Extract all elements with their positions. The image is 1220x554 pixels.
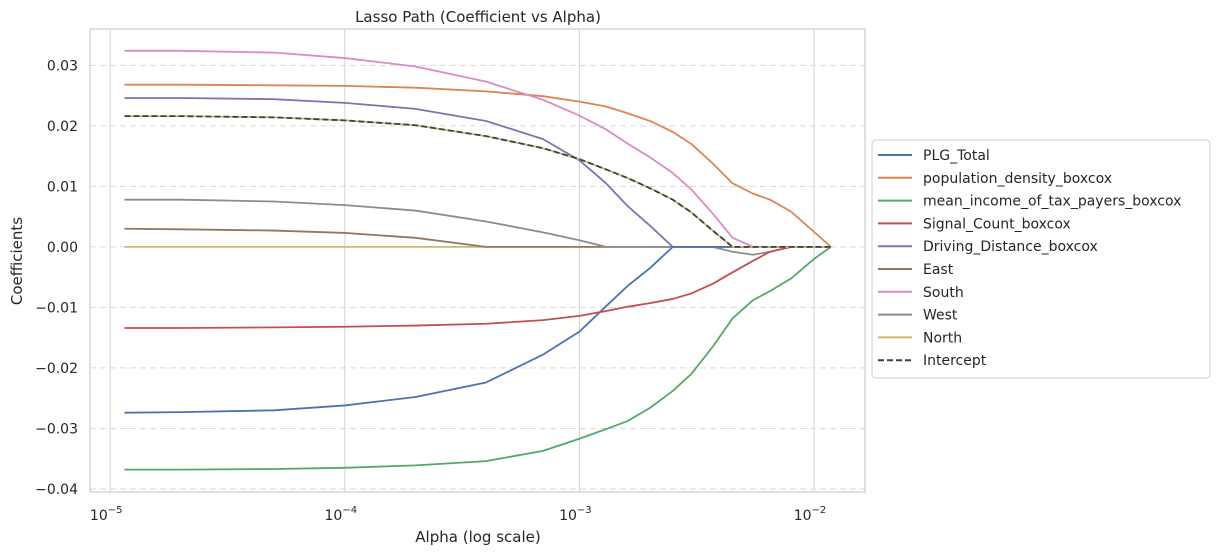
x-tick-exponent: −4 [342,505,357,516]
x-tick-base: 10 [559,508,577,524]
x-tick-base: 10 [325,508,343,524]
legend-label: Signal_Count_boxcox [923,216,1071,232]
legend-label: Driving_Distance_boxcox [923,239,1098,255]
legend-item-signal-count-boxcox: Signal_Count_boxcox [878,216,1071,232]
y-tick-label: −0.02 [35,361,78,377]
series-line-signal-count-boxcox [124,245,831,329]
legend-item-mean-income-of-tax-payers-boxcox: mean_income_of_tax_payers_boxcox [878,194,1181,210]
x-tick-label: 10−4 [325,505,358,524]
x-tick-exponent: −5 [108,505,123,516]
plot-background [90,29,865,492]
y-tick-label: 0.02 [47,119,78,135]
x-tick-exponent: −2 [812,505,827,516]
legend-label: Intercept [923,353,987,369]
y-tick-label: 0.03 [47,58,78,74]
y-tick-label: −0.03 [35,421,78,437]
y-tick-label: 0.01 [47,179,78,195]
legend-item-intercept: Intercept [878,353,987,369]
x-tick-label: 10−3 [559,505,592,524]
series-line-mean-income-of-tax-payers-boxcox [124,246,832,471]
legend-box [871,139,1211,379]
legend-item-north: North [878,330,962,346]
legend-label: North [923,330,962,346]
legend-item-south: South [878,285,964,301]
legend-label: East [923,262,954,278]
legend-label: mean_income_of_tax_payers_boxcox [923,194,1181,210]
y-tick-label: −0.04 [35,482,78,498]
x-tick-base: 10 [90,508,108,524]
x-tick-base: 10 [794,508,812,524]
plot-area [89,28,866,493]
x-tick-exponent: −3 [577,505,592,516]
y-axis-title: Coefficients [8,217,26,305]
legend: PLG_Total population_density_boxcox mean_i… [871,139,1211,379]
plot-frame [89,28,866,493]
legend-label: West [923,308,958,324]
legend-label: population_density_boxcox [923,171,1112,187]
legend-label: PLG_Total [923,148,990,164]
legend-item-driving-distance-boxcox: Driving_Distance_boxcox [878,239,1098,255]
legend-item-plg-total: PLG_Total [878,148,990,164]
series-line-population-density-boxcox [124,83,832,248]
legend-item-population-density-boxcox: population_density_boxcox [878,171,1112,187]
legend-item-west: West [878,308,958,324]
x-axis-title: Alpha (log scale) [415,528,540,546]
legend-item-east: East [878,262,954,278]
series-layer [124,49,832,471]
y-tick-labels: 0.03 0.02 0.01 0.00 −0.01 −0.02 −0.03 −0.04 [35,58,78,498]
x-tick-label: 10−2 [794,505,827,524]
series-line-intercept [124,115,831,248]
x-tick-label: 10−5 [90,505,123,524]
legend-label: South [923,285,964,301]
y-tick-label: −0.01 [35,300,78,316]
y-tick-label: 0.00 [47,240,78,256]
x-tick-labels: 10−5 10−4 10−3 10−2 [90,505,826,524]
chart-title: Lasso Path (Coefficient vs Alpha) [355,8,601,26]
